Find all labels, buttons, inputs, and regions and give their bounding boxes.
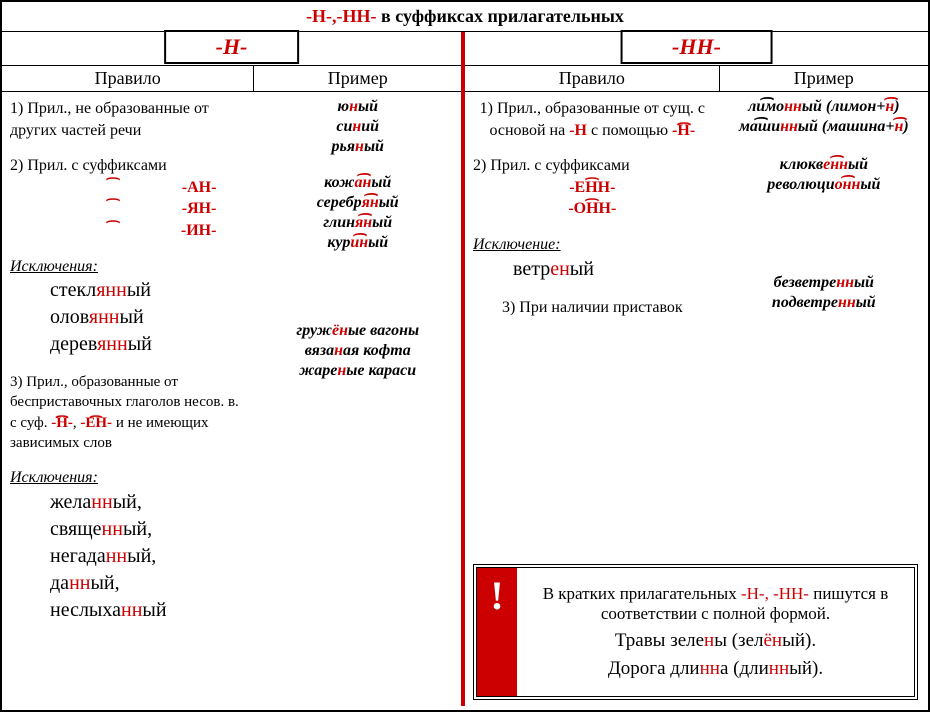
right-r2-ex: клюквенный революционный: [724, 156, 924, 194]
note-line3: Дорога длинна (длинный).: [529, 658, 902, 680]
left-r2-ex: кожаный серебряный глиняный куриный: [258, 174, 457, 252]
left-subhead: Правило Пример: [2, 66, 461, 92]
right-header: -НН-: [465, 32, 928, 66]
left-examples: юный синий рьяный кожаный серебряный гли…: [254, 92, 461, 644]
left-exc1: Исключения: стеклянный оловянный деревян…: [10, 256, 246, 359]
left-header-box: -Н-: [164, 30, 300, 64]
page: -Н-,-НН- в суффиксах прилагательных -Н- …: [0, 0, 930, 712]
right-r2: 2) Прил. с суффиксами -ЕНН- -ОНН-: [473, 155, 712, 220]
note-line1: В кратких прилагательных -Н-, -НН- пишут…: [529, 584, 902, 624]
left-rules: 1) Прил., не образованные от других част…: [2, 92, 254, 644]
note-box: ! В кратких прилагательных -Н-, -НН- пиш…: [473, 564, 918, 700]
right-r2-suffixes: -ЕНН- -ОНН-: [473, 177, 712, 220]
title-rest: в суффиксах прилагательных: [377, 6, 624, 26]
left-r1-ex: юный синий рьяный: [258, 98, 457, 156]
right-sub-ex: Пример: [720, 66, 928, 91]
left-sub-ex: Пример: [254, 66, 461, 91]
left-r3-ex: гружёные вагоны вязаная кофта жареные ка…: [258, 322, 457, 380]
left-header: -Н-: [2, 32, 461, 66]
right-examples: лимонный (лимон+н) машинный (машина+н) к…: [720, 92, 928, 338]
left-exc2: Исключения: желанный, священный, негадан…: [10, 467, 246, 624]
right-r1: 1) Прил., образованные от сущ. с основой…: [473, 98, 712, 141]
right-body: 1) Прил., образованные от сущ. с основой…: [465, 92, 928, 338]
left-sub-rule: Правило: [2, 66, 254, 91]
left-r1: 1) Прил., не образованные от других част…: [10, 98, 246, 141]
right-exc1-word: ветреный: [513, 256, 712, 283]
left-body: 1) Прил., не образованные от других част…: [2, 92, 461, 644]
left-exc1-list: стеклянный оловянный деревянный: [50, 277, 246, 358]
right-r3: 3) При наличии приставок: [473, 297, 712, 319]
left-r2-suffixes: -АН- -ЯН- -ИН-: [10, 177, 246, 242]
note-line2: Травы зелены (зелёный).: [529, 630, 902, 652]
title-prefix: -Н-,-НН-: [306, 6, 376, 26]
right-rules: 1) Прил., образованные от сущ. с основой…: [465, 92, 720, 338]
left-column: -Н- Правило Пример 1) Прил., не образова…: [2, 32, 465, 706]
left-r2: 2) Прил. с суффиксами -АН- -ЯН- -ИН-: [10, 155, 246, 241]
right-r3-ex: безветренный подветренный: [724, 274, 924, 312]
right-exc1: Исключение: ветреный: [473, 234, 712, 283]
left-exc2-list: желанный, священный, негаданный, данный,…: [50, 489, 246, 624]
exclamation-icon: !: [477, 568, 517, 696]
title: -Н-,-НН- в суффиксах прилагательных: [2, 2, 928, 32]
right-sub-rule: Правило: [465, 66, 720, 91]
right-r1-ex: лимонный (лимон+н) машинный (машина+н): [724, 98, 924, 136]
right-subhead: Правило Пример: [465, 66, 928, 92]
right-header-box: -НН-: [620, 30, 773, 64]
left-r3: 3) Прил., образованные от бесприставочны…: [10, 372, 246, 453]
